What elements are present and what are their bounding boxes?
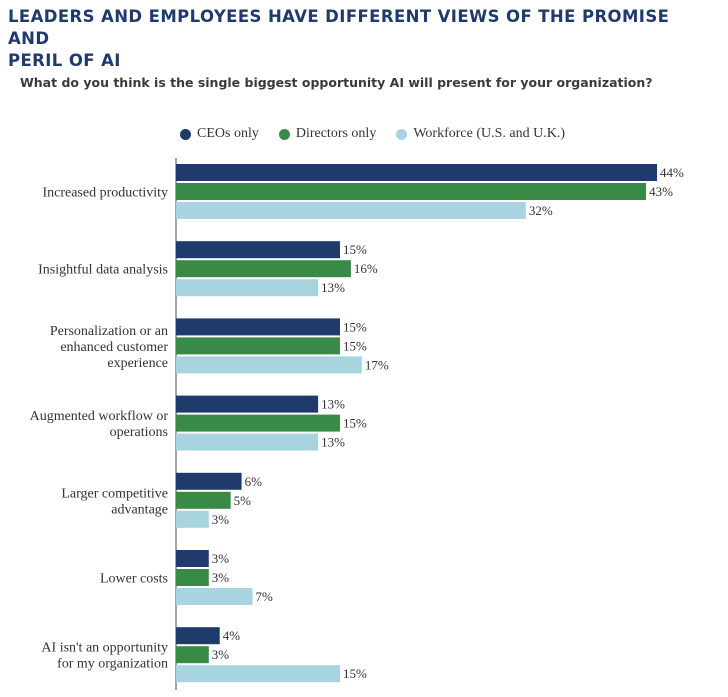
bar [176,241,340,259]
bar [176,318,340,336]
bar [176,337,340,355]
bar [176,472,242,490]
bar [176,164,657,181]
data-label: 3% [212,647,230,662]
data-label: 15% [343,666,367,681]
bar [176,491,231,509]
bar [176,356,362,374]
legend-label-workforce: Workforce (U.S. and U.K.) [413,126,565,141]
category-label: Larger competitive [61,486,168,501]
data-label: 15% [343,319,367,334]
data-label: 44% [660,165,684,180]
category-label: AI isn't an opportunity [41,641,168,656]
bar [176,260,351,278]
bar [176,510,209,528]
chart-subtitle: What do you think is the single biggest … [20,75,653,90]
category-label: Augmented workflow or [30,409,169,424]
data-label: 15% [343,338,367,353]
data-label: 13% [321,435,345,450]
category-label: advantage [111,502,168,517]
category-label: Increased productivity [42,186,168,201]
bar [176,433,319,451]
category-label: for my organization [57,657,168,672]
legend-swatch-directors [278,128,290,140]
legend-item-directors: Directors only [278,126,377,142]
legend-label-ceos: CEOs only [197,126,259,141]
chart-title-line-1: LEADERS AND EMPLOYEES HAVE DIFFERENT VIE… [8,7,670,48]
data-label: 43% [649,184,673,199]
bar [176,588,253,605]
bar [176,550,209,567]
chart-title-line-2: PERIL OF AI [8,51,121,70]
bar [176,279,319,297]
legend-item-workforce: Workforce (U.S. and U.K.) [396,126,565,142]
legend-label-directors: Directors only [295,126,377,141]
bar [176,569,209,586]
bar [176,202,526,219]
category-label: Insightful data analysis [38,263,168,278]
legend-swatch-ceos [180,128,191,140]
data-label: 4% [223,628,241,643]
legend-swatch-workforce [396,128,408,140]
bar [176,183,647,200]
bar [176,646,209,664]
chart-title: LEADERS AND EMPLOYEES HAVE DIFFERENT VIE… [8,6,708,72]
data-label: 13% [321,280,345,295]
data-label: 15% [343,416,367,431]
category-label: operations [110,425,168,440]
bar [176,665,340,683]
data-label: 3% [212,551,230,566]
chart-legend: CEOs only Directors only Workforce (U.S.… [180,125,565,143]
data-label: 7% [256,589,273,604]
data-label: 5% [234,493,252,508]
data-label: 13% [321,397,345,412]
category-label: experience [107,356,168,371]
category-label: enhanced customer [60,340,168,355]
category-label: Lower costs [100,572,168,587]
data-label: 32% [529,203,553,218]
bar [176,414,340,432]
data-label: 3% [212,570,230,585]
data-label: 3% [212,512,230,527]
bar [176,395,319,413]
data-label: 15% [343,242,367,257]
data-label: 6% [245,474,263,489]
legend-item-ceos: CEOs only [180,126,259,142]
bar [176,627,220,645]
category-label: Personalization or an [50,324,168,339]
data-label: 16% [354,261,378,276]
data-label: 17% [365,357,389,372]
